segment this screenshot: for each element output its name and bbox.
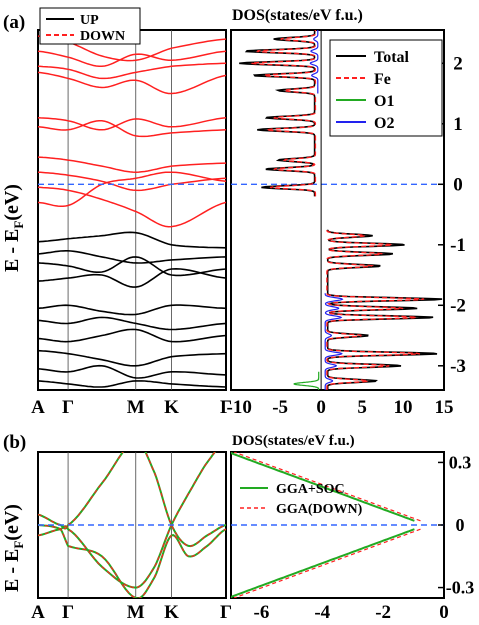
ylabel-sub: F xyxy=(11,221,26,229)
band-down-9 xyxy=(38,171,226,208)
kpoint-label-0: A xyxy=(31,397,45,418)
kpoint-label-b-1: Γ xyxy=(62,602,74,623)
dos-ytick--3: -3 xyxy=(450,356,466,377)
dos-b-xtick--6: -6 xyxy=(254,602,270,623)
band-gga-down-2 xyxy=(38,524,226,598)
band-soc-1 xyxy=(38,452,217,589)
legend-label-soc: GGA+SOC xyxy=(276,482,345,497)
dos-xtick--5: -5 xyxy=(272,397,288,418)
dos-fe-down xyxy=(251,30,317,197)
kpoint-label-4: Γ xyxy=(220,397,232,418)
ylabel-main: E - E xyxy=(1,229,23,272)
legend-label-down: DOWN xyxy=(80,29,125,44)
dos-b-xtick--2: -2 xyxy=(375,602,391,623)
ylabel-a: E - EF(eV) xyxy=(1,184,26,272)
bands-a xyxy=(38,35,226,388)
ylabel-b: E - EF(eV) xyxy=(1,504,26,592)
band-down-7 xyxy=(38,171,226,192)
kpoint-label-b-4: Γ xyxy=(220,602,232,623)
band-up-7 xyxy=(38,349,226,367)
kpoint-label-b-2: M xyxy=(127,602,145,623)
dos-ytick-0: 0 xyxy=(453,174,463,195)
panel-a-label: (a) xyxy=(3,12,25,33)
band-up-9 xyxy=(38,380,226,388)
kpoint-label-b-3: K xyxy=(164,602,179,623)
band-up-0 xyxy=(38,231,226,249)
band-up-1 xyxy=(38,250,226,264)
legend-label-dos-0: Total xyxy=(374,49,410,66)
svg-text:E - EF(eV): E - EF(eV) xyxy=(1,504,26,592)
band-down-2 xyxy=(38,62,226,80)
ylabel-unit: (eV) xyxy=(1,184,23,221)
dos-xtick--10: -10 xyxy=(227,397,252,418)
legend-label-dos-2: O1 xyxy=(374,93,394,110)
legend-box-a xyxy=(39,7,141,45)
dos-curves-b xyxy=(231,452,421,598)
kpoint-label-b-0: A xyxy=(31,602,45,623)
dos-o1-down xyxy=(293,371,320,390)
dos-title-a: DOS(states/eV f.u.) xyxy=(232,7,363,24)
band-up-4 xyxy=(38,304,226,316)
dos-b-xtick-0: 0 xyxy=(439,602,449,623)
legend-label-gga: GGA(DOWN) xyxy=(276,502,363,517)
kpoint-label-2: M xyxy=(127,397,145,418)
dos-xtick-0: 0 xyxy=(316,397,326,418)
dos-total-up xyxy=(326,229,443,390)
dos-o2-up xyxy=(324,293,344,390)
legend-label-up: UP xyxy=(80,13,99,28)
dos-xtick-5: 5 xyxy=(357,397,367,418)
dos-o2-down xyxy=(309,30,319,94)
dos-b-ytick-2: -0.3 xyxy=(446,578,475,598)
kpoint-label-1: Γ xyxy=(62,397,74,418)
band-up-2 xyxy=(38,256,226,277)
legend-label-dos-1: Fe xyxy=(374,71,391,88)
dos-xtick-15: 15 xyxy=(435,397,454,418)
band-up-6 xyxy=(38,328,226,343)
dos-b-ytick-0: 0.3 xyxy=(449,452,472,472)
dos-ytick--2: -2 xyxy=(450,295,466,316)
panel-b-label: (b) xyxy=(3,432,26,453)
band-down-5 xyxy=(38,119,226,138)
dos-curves-a xyxy=(239,30,443,390)
dos-ytick-1: 1 xyxy=(453,114,463,135)
band-down-3 xyxy=(38,71,226,95)
band-up-8 xyxy=(38,364,226,379)
dos-ytick--1: -1 xyxy=(450,235,466,256)
dos-b-gga-upper xyxy=(233,452,421,522)
band-down-1 xyxy=(38,50,226,68)
dos-b-soc-upper xyxy=(231,452,415,522)
band-down-6 xyxy=(38,156,226,173)
svg-text:E - EF(eV): E - EF(eV) xyxy=(1,184,26,272)
dos-b-ytick-1: 0 xyxy=(456,515,465,535)
dos-fe-up xyxy=(326,229,425,390)
band-down-8 xyxy=(38,186,226,228)
dos-ytick-2: 2 xyxy=(453,53,463,74)
dos-xtick-10: 10 xyxy=(394,397,413,418)
dos-b-gga-lower xyxy=(233,528,421,598)
band-up-3 xyxy=(38,267,226,288)
dos-title-b: DOS(states/eV f.u.) xyxy=(232,433,355,449)
bands-b xyxy=(38,452,226,598)
dos-b-soc-lower xyxy=(231,528,415,598)
band-gga-down-1 xyxy=(38,452,216,589)
ylabel-sub-b: F xyxy=(11,541,26,549)
band-down-4 xyxy=(38,116,226,131)
band-gga-down-0 xyxy=(38,452,226,547)
ylabel-main-b: E - E xyxy=(1,549,23,592)
dos-frame-a xyxy=(230,29,445,391)
legend-label-dos-3: O2 xyxy=(374,115,394,132)
band-soc-0 xyxy=(38,452,226,548)
kpoint-label-3: K xyxy=(164,397,179,418)
dos-b-xtick--4: -4 xyxy=(314,602,330,623)
band-up-5 xyxy=(38,316,226,331)
ylabel-unit-b: (eV) xyxy=(1,504,23,541)
